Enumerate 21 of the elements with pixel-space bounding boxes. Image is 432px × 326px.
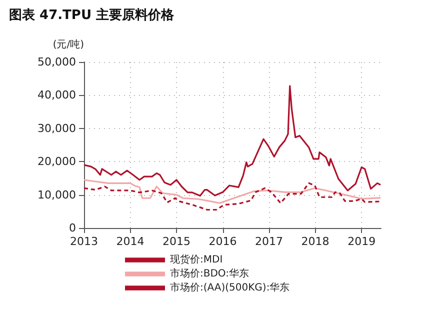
x-tick-label: 2018 <box>301 235 330 248</box>
y-tick-label: 0 <box>69 222 76 234</box>
x-tick-label: 2019 <box>348 235 376 248</box>
y-tick-label: 40,000 <box>38 88 76 102</box>
x-tick-label: 2017 <box>255 235 284 248</box>
legend-label: 现货价:MDI <box>170 254 223 266</box>
legend-label: 市场价:(AA)(500KG):华东 <box>170 282 290 294</box>
x-tick-label: 2016 <box>208 235 237 248</box>
line-series <box>83 85 382 197</box>
y-tick-label: 50,000 <box>38 56 76 68</box>
x-tick-label: 2014 <box>116 235 144 248</box>
line-series <box>83 182 382 211</box>
x-tick-label: 2013 <box>70 235 98 248</box>
chart-title: 图表 47.TPU 主要原料价格 <box>9 7 176 23</box>
line-series <box>83 179 382 204</box>
y-tick-label: 10,000 <box>38 188 76 202</box>
y-tick-label: 20,000 <box>38 155 76 168</box>
y-tick-label: 30,000 <box>38 122 76 135</box>
y-axis-title: (元/吨) <box>52 38 84 50</box>
legend-label: 市场价:BDO:华东 <box>170 268 249 280</box>
x-tick-label: 2015 <box>162 235 191 248</box>
